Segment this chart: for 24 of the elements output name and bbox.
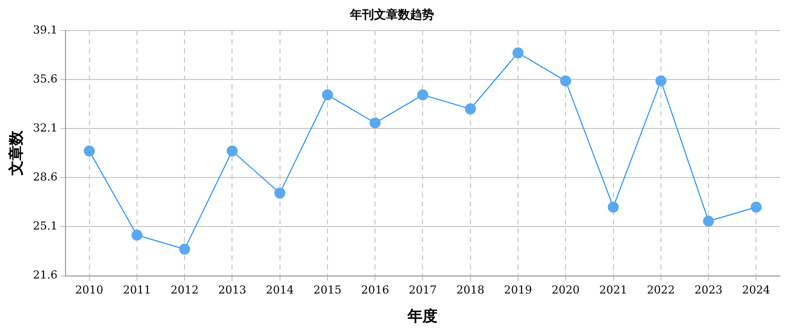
x-tick-label: 2011 [122,283,151,296]
x-tick-label: 2023 [694,283,723,296]
x-tick-label: 2018 [456,283,484,296]
x-axis-title: 年度 [406,306,438,325]
y-tick-label: 35.6 [32,72,58,86]
chart-title: 年刊文章数趋势 [349,7,434,22]
y-tick-label: 39.1 [32,23,58,36]
x-tick-label: 2014 [266,283,294,296]
y-tick-label: 21.6 [32,268,58,282]
x-tick-label: 2012 [170,283,199,296]
x-tick-label: 2017 [408,283,437,296]
x-tick-label: 2020 [552,283,580,296]
y-tick-label: 32.1 [32,121,58,134]
x-tick-label: 2013 [218,283,246,296]
y-tick-label: 28.6 [32,170,58,184]
x-tick-label: 2019 [504,283,532,296]
x-tick-label: 2016 [361,283,390,296]
y-axis-title: 文章数 [6,130,25,177]
x-tick-label: 2024 [742,283,770,296]
x-tick-label: 2010 [75,283,104,296]
x-tick-label: 2021 [599,283,628,296]
x-tick-label: 2015 [313,283,342,296]
y-tick-label: 25.1 [32,220,58,233]
x-tick-label: 2022 [646,283,675,296]
